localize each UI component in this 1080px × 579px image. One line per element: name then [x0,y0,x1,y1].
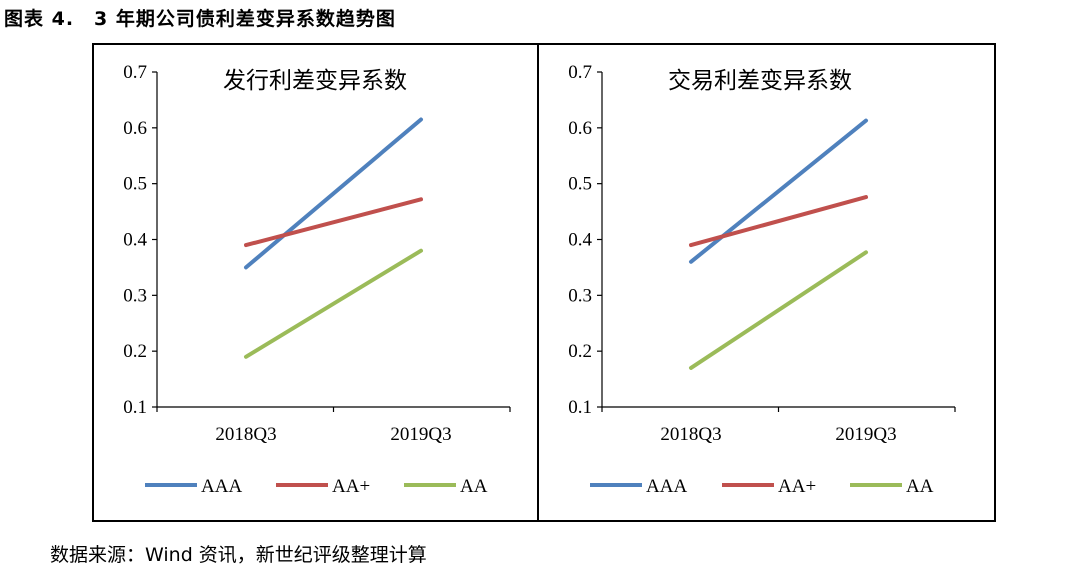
y-tick-label: 0.5 [123,174,147,195]
series-line-aa [244,248,423,359]
series-line-aaplus [689,195,868,248]
y-tick-label: 0.3 [568,285,592,306]
chart-panel-1: 0.1 0.2 0.3 0.4 0.5 0.6 0.7 2018Q3 2019Q3 发行利差变异系… [123,62,511,497]
series-line-aaa [244,117,423,270]
chart-title: 交易利差变异系数 [668,68,852,94]
x-tick-label: 2019Q3 [835,424,896,445]
legend-label: AA+ [332,476,370,497]
y-tick-label: 0.2 [123,341,147,362]
legend-label: AAA [201,476,242,497]
series-line-aaa [689,118,868,264]
y-tick-label: 0.4 [123,230,147,251]
series-line-aa [689,250,868,370]
y-tick-label: 0.6 [568,118,592,139]
x-tick-label: 2018Q3 [660,424,721,445]
y-tick-label: 0.1 [123,397,147,418]
chart-panels: 0.1 0.2 0.3 0.4 0.5 0.6 0.7 2018Q3 2019Q3 发行利差变异系… [123,62,956,497]
legend-label: AA [460,476,488,497]
source-note: 数据来源：Wind 资讯，新世纪评级整理计算 [50,544,427,566]
series-line-aaplus [244,197,423,248]
y-tick-label: 0.7 [123,62,147,83]
y-tick-label: 0.7 [568,62,592,83]
chart-title: 发行利差变异系数 [223,68,407,94]
y-tick-label: 0.2 [568,341,592,362]
legend-label: AAA [646,476,687,497]
x-tick-label: 2019Q3 [390,424,451,445]
chart-panel-2: 0.1 0.2 0.3 0.4 0.5 0.6 0.7 2018Q3 2019Q3 交易利差变异系… [568,62,956,497]
figure-title: 图表 4. 3 年期公司债利差变异系数趋势图 [4,8,396,30]
y-tick-label: 0.1 [568,397,592,418]
y-tick-label: 0.3 [123,285,147,306]
y-tick-label: 0.6 [123,118,147,139]
legend-label: AA+ [778,476,816,497]
figure-frame [92,43,996,522]
x-tick-label: 2018Q3 [215,424,276,445]
y-tick-label: 0.5 [568,174,592,195]
y-tick-label: 0.4 [568,230,592,251]
legend-label: AA [906,476,934,497]
